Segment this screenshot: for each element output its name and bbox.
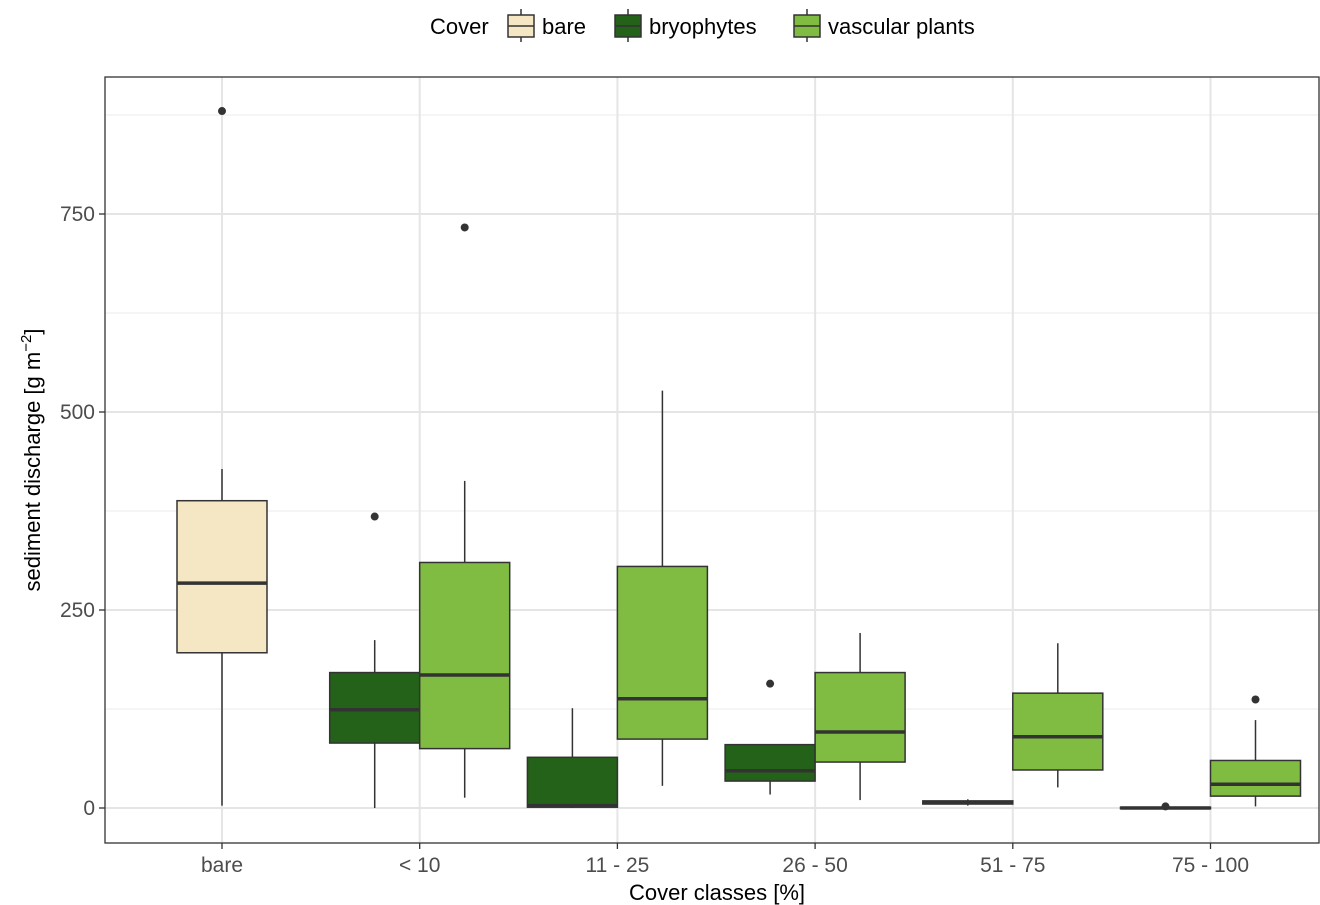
box-vascular-plants xyxy=(418,223,511,798)
y-axis: 0 250 500 750 xyxy=(60,203,105,820)
y-axis-title: sediment discharge [g m−2] xyxy=(18,329,45,592)
grid-major xyxy=(105,77,1319,843)
outlier-point xyxy=(1161,802,1170,811)
x-tick-label: 75 - 100 xyxy=(1172,854,1249,877)
legend-label: bryophytes xyxy=(649,14,757,39)
box-vascular-plants xyxy=(1209,695,1302,807)
x-tick-label: bare xyxy=(201,854,243,877)
box-body xyxy=(616,565,709,740)
outlier-point xyxy=(218,107,226,116)
x-tick-label: < 10 xyxy=(399,854,440,877)
box-body xyxy=(418,561,511,750)
plot-border xyxy=(104,76,1320,844)
box-bryophytes xyxy=(328,512,421,808)
y-axis-title-sup: −2 xyxy=(18,335,35,352)
x-tick-label: 26 - 50 xyxy=(782,854,847,877)
plot-background xyxy=(105,77,1319,843)
box-body xyxy=(328,671,421,744)
box-vascular-plants xyxy=(1012,643,1104,788)
outlier-point xyxy=(766,679,775,688)
box-bryophytes xyxy=(1119,802,1212,811)
plot-area xyxy=(104,76,1320,844)
legend-key-bare: bare xyxy=(507,9,586,42)
box-body xyxy=(1012,692,1104,771)
outlier-point xyxy=(1251,695,1260,704)
legend-label: vascular plants xyxy=(828,14,975,39)
x-tick-label: 51 - 75 xyxy=(980,854,1045,877)
legend-keys: bare bryophytes vascular plants xyxy=(507,9,975,42)
y-tick-label: 250 xyxy=(60,599,95,622)
x-tick-label: 11 - 25 xyxy=(585,854,649,877)
legend: Cover bare bryophytes vascular plants xyxy=(430,9,975,42)
y-axis-title-close: ] xyxy=(20,329,45,335)
y-tick-label: 750 xyxy=(60,203,95,226)
box-body xyxy=(814,671,906,763)
x-axis: bare < 10 11 - 25 26 - 50 51 - 75 75 - 100 xyxy=(201,843,1249,877)
legend-key-vascular-plants: vascular plants xyxy=(793,9,975,42)
legend-label: bare xyxy=(542,14,586,39)
box-bare xyxy=(176,107,268,806)
y-tick-label: 500 xyxy=(60,401,95,424)
legend-title: Cover xyxy=(430,14,489,39)
y-axis-title-main: sediment discharge [g m xyxy=(20,352,45,592)
x-axis-title: Cover classes [%] xyxy=(629,880,805,905)
grid-minor xyxy=(105,114,1319,710)
outlier-point xyxy=(370,512,379,521)
box-body xyxy=(1209,759,1302,797)
box-vascular-plants xyxy=(616,390,709,786)
legend-key-bryophytes: bryophytes xyxy=(614,9,757,42)
box-bryophytes xyxy=(724,679,816,795)
box-body xyxy=(526,756,619,808)
box-body xyxy=(724,743,816,782)
box-vascular-plants xyxy=(814,632,906,801)
box-bryophytes xyxy=(922,799,1014,806)
outlier-point xyxy=(460,223,469,232)
y-tick-label: 0 xyxy=(83,797,95,820)
box-bryophytes xyxy=(526,708,619,808)
boxes xyxy=(176,107,1302,811)
box-body xyxy=(176,499,268,654)
